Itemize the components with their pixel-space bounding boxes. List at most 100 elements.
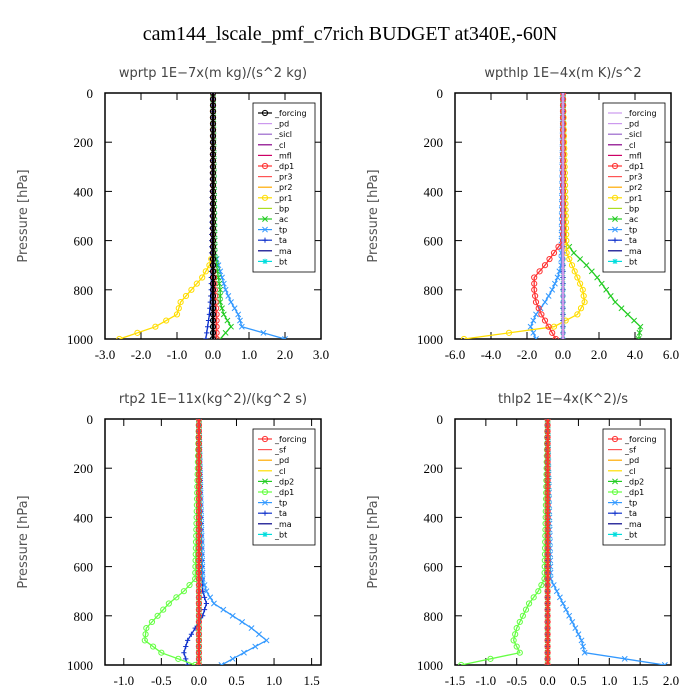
x-tick-label: -6.0 [445,347,466,362]
data-point [516,618,523,626]
data-point [209,102,217,109]
legend-marker [262,258,268,264]
data-point [195,434,203,441]
data-point [541,262,549,269]
data-point [574,274,581,281]
legend-marker [611,488,619,496]
data-point [575,631,582,638]
y-axis-label: Pressure [hPa] [16,495,31,588]
data-point [229,655,236,662]
data-point [195,532,203,539]
legend-marker [262,216,268,222]
y-tick-label: 800 [424,283,444,298]
data-point [209,114,217,121]
data-point [228,299,234,306]
data-point [544,483,551,490]
data-point [201,607,208,613]
series-ta [181,419,210,665]
x-tick-label: -2.0 [131,347,152,362]
legend-marker [612,226,618,233]
legend-entry: _ac [624,215,638,224]
y-tick-label: 200 [74,461,94,476]
x-tick-label: 0.0 [191,673,207,688]
legend-entry: _mfl [274,151,292,160]
legend-marker [262,237,268,243]
legend-entry: _pr3 [624,173,642,182]
legend-marker [612,237,618,243]
data-point [195,428,203,435]
data-point [195,655,203,662]
data-point [193,280,200,287]
plot-area [460,93,644,339]
x-tick-label: 2.0 [277,347,293,362]
data-point [525,600,533,607]
legend-entry: _ta [274,509,287,518]
data-point [544,649,551,656]
data-point [181,650,187,656]
data-point [209,323,217,330]
legend-entry: _dp1 [274,488,294,497]
data-point [209,317,217,324]
data-point [544,419,551,423]
legend-entry: _bt [624,530,637,539]
data-point [458,661,465,665]
legend-marker [262,226,268,233]
legend-entry: _tp [624,499,637,508]
legend-marker [612,216,618,222]
data-point [530,594,537,601]
data-point [209,194,217,201]
data-point [527,323,534,330]
legend-entry: _forcing [274,435,307,444]
data-point [207,594,214,601]
x-tick-label: 0.0 [205,347,221,362]
data-point [241,649,247,656]
data-point [209,182,217,189]
data-point [209,292,217,300]
data-point [228,323,234,330]
legend-entry: _sicl [624,130,642,139]
panel-title: rtp2 1E−11x(kg^2)/(kg^2 s) [119,392,307,407]
data-point [544,606,551,613]
data-point [182,292,190,300]
data-point [165,600,172,607]
data-point [217,299,224,306]
data-point [209,145,217,152]
data-point [195,489,203,496]
legend-entry: _ta [624,236,637,245]
panel-title: thlp2 1E−4x(K^2)/s [498,392,628,407]
data-point [553,588,560,595]
series-forcing [544,419,551,665]
data-point [579,286,586,293]
legend-entry: _dp1 [274,162,294,171]
data-point [185,637,191,643]
data-point [513,625,520,632]
legend-entry: _tp [274,226,287,235]
series-forcing [195,419,203,665]
data-point [203,588,210,595]
data-point [195,495,203,503]
panel-title: wpthlp 1E−4x(m K)/s^2 [484,66,641,81]
legend-entry: _bp [624,204,639,213]
legend-marker [612,258,618,264]
data-point [544,588,551,595]
data-point [195,465,203,472]
data-point [222,286,229,293]
legend-entry: _pr2 [274,183,292,192]
y-tick-label: 0 [437,86,444,101]
x-tick-label: -0.5 [506,673,527,688]
x-tick-label: -1.5 [445,673,466,688]
data-point [263,637,270,644]
legend-marker [261,109,269,117]
x-tick-label: 1.0 [266,673,282,688]
data-point [487,655,494,662]
data-point [203,600,210,607]
data-point [542,299,548,306]
data-point [544,612,551,619]
data-point [544,471,551,478]
data-point [231,305,238,312]
data-point [222,329,229,336]
data-point [195,446,203,453]
data-point [578,637,585,644]
y-tick-label: 0 [437,412,444,427]
